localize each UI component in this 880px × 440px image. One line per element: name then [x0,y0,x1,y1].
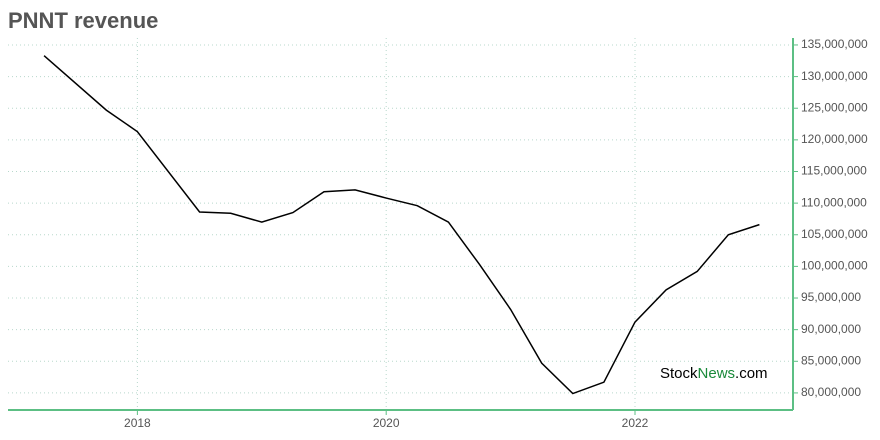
watermark-part: News [698,365,736,382]
y-tick-label: 95,000,000 [801,290,861,304]
x-tick-label: 2020 [373,416,400,430]
y-tick-label: 115,000,000 [801,164,867,178]
x-tick-label: 2022 [622,416,649,430]
watermark-part: .com [735,365,768,382]
data-line [43,55,760,395]
chart-title: PNNT revenue [8,8,158,33]
y-tick-label: 80,000,000 [801,385,861,399]
y-tick-label: 85,000,000 [801,353,861,367]
watermark: StockNews.com [660,365,768,382]
y-tick-label: 125,000,000 [801,100,868,114]
y-tick-label: 100,000,000 [801,259,868,273]
y-tick-label: 130,000,000 [801,69,868,83]
y-tick-label: 105,000,000 [801,227,868,241]
y-tick-label: 90,000,000 [801,322,861,336]
y-tick-label: 120,000,000 [801,132,868,146]
y-tick-label: 110,000,000 [801,195,867,209]
x-tick-label: 2018 [124,416,151,430]
y-tick-label: 135,000,000 [801,37,868,51]
watermark-part: Stock [660,365,698,382]
